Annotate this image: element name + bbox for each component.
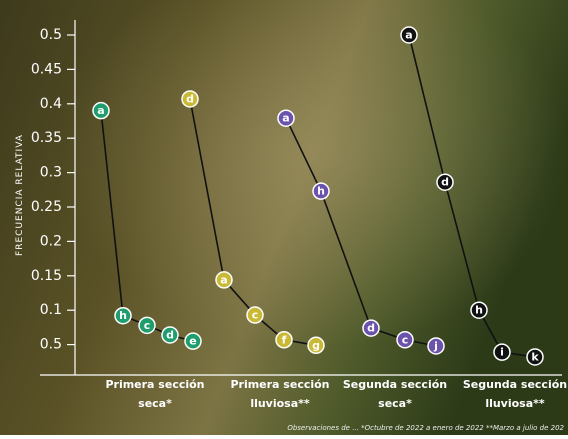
- point: [427, 337, 445, 355]
- point: [436, 173, 454, 191]
- point-letter: c: [402, 333, 409, 346]
- group-label-line: Segunda sección: [463, 378, 567, 391]
- point: [92, 101, 110, 120]
- point-letter: i: [500, 346, 504, 359]
- point-letter: a: [220, 273, 227, 286]
- point-letter: c: [252, 309, 259, 322]
- group-label-line: seca*: [138, 397, 172, 410]
- point: [277, 109, 295, 127]
- footnote: Observaciones de ... *Octubre de 2022 a …: [287, 424, 564, 432]
- y-tick-label: 0.5: [40, 27, 62, 43]
- y-tick-label: 0.45: [31, 61, 62, 77]
- group-label-line: Segunda sección: [343, 378, 447, 391]
- point-letter: a: [282, 112, 289, 125]
- group-label: Primera sección seca*: [105, 378, 204, 410]
- group-label-line: lluviosa**: [485, 397, 545, 410]
- point: [470, 301, 488, 319]
- point: [181, 90, 199, 108]
- group-label: Primera sección lluviosa**: [230, 378, 329, 410]
- point-letter: j: [433, 339, 438, 352]
- point: [246, 306, 264, 324]
- point-letter: h: [317, 185, 325, 198]
- point-letter: a: [97, 104, 104, 117]
- y-tick-label: 0.3: [40, 165, 62, 181]
- point: [215, 271, 233, 289]
- y-tick-label: 0.5: [40, 337, 62, 353]
- point: [312, 182, 330, 200]
- point: [396, 331, 414, 349]
- point: [138, 316, 156, 335]
- group-label-line: Primera sección: [230, 378, 329, 391]
- group-label-line: Primera sección: [105, 378, 204, 391]
- point: [184, 332, 202, 350]
- point-letter: d: [166, 328, 174, 341]
- point-letter: d: [441, 176, 449, 189]
- group-label-line: seca*: [378, 397, 412, 410]
- group-label: Segunda sección seca*: [343, 378, 447, 410]
- point: [161, 326, 179, 344]
- point: [307, 336, 325, 355]
- point-letter: h: [119, 309, 127, 322]
- point: [114, 306, 132, 325]
- point-letter: d: [186, 92, 194, 105]
- point: [526, 348, 544, 366]
- group-label: Segunda sección lluviosa**: [463, 378, 567, 410]
- point: [400, 26, 418, 44]
- y-axis-label: FRECUENCIA RELATIVA: [15, 134, 25, 256]
- point-letter: h: [475, 304, 483, 317]
- point: [362, 319, 380, 337]
- point-letter: g: [312, 339, 320, 352]
- y-tick-label: 0.1: [40, 302, 62, 318]
- y-tick-label: 0.35: [31, 130, 62, 146]
- point-letter: e: [189, 335, 196, 348]
- point-letter: k: [531, 350, 539, 363]
- group-label-line: lluviosa**: [250, 397, 310, 410]
- point-letter: a: [405, 29, 412, 42]
- point: [493, 343, 511, 361]
- point-letter: f: [282, 333, 287, 346]
- y-tick-label: 0.15: [31, 268, 62, 284]
- point-letter: c: [144, 319, 151, 332]
- y-tick-label: 0.25: [31, 199, 62, 215]
- point-letter: d: [367, 322, 375, 335]
- y-tick-label: 0.4: [40, 96, 62, 112]
- point: [275, 331, 293, 349]
- y-tick-label: 0.2: [40, 233, 62, 249]
